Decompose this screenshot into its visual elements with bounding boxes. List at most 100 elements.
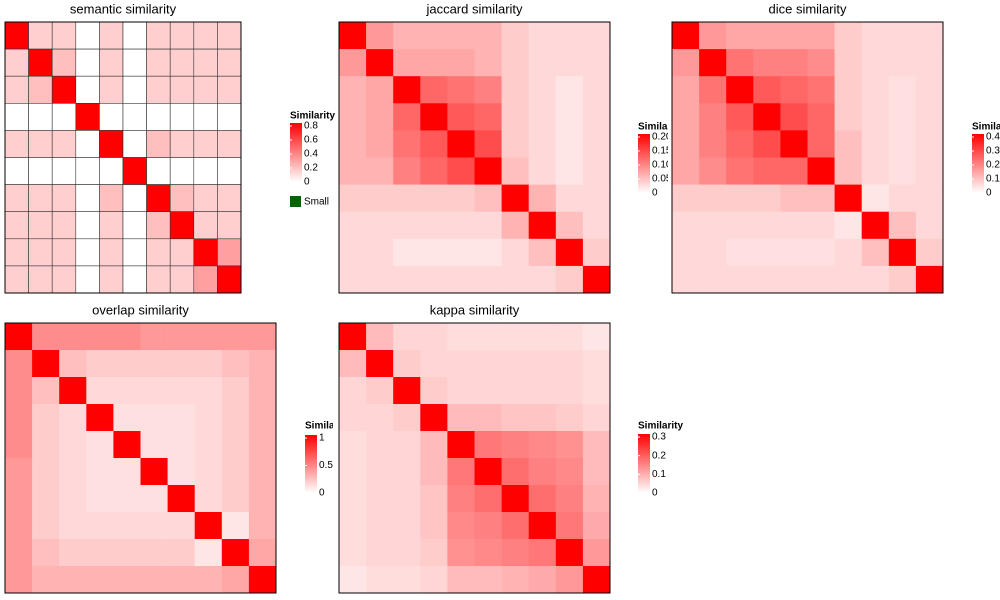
heat-cell xyxy=(393,431,421,459)
heat-cell xyxy=(217,21,242,50)
heat-cell xyxy=(555,238,584,267)
heat-cell xyxy=(86,431,114,459)
heat-cell xyxy=(122,21,147,50)
heat-cell xyxy=(861,103,890,131)
heat-cell xyxy=(888,49,917,77)
heat-cell xyxy=(861,49,890,77)
heat-cell xyxy=(474,103,502,131)
heat-cell xyxy=(501,485,529,513)
heat-cell xyxy=(420,377,448,405)
heat-cell xyxy=(447,404,475,432)
heat-cell xyxy=(113,485,141,513)
heat-cell xyxy=(555,265,584,294)
heat-cell xyxy=(194,404,223,432)
heat-cell xyxy=(366,458,394,486)
heat-cell xyxy=(339,238,367,267)
heat-cell xyxy=(834,211,862,240)
heat-cell xyxy=(194,377,223,405)
heat-cell xyxy=(140,377,168,405)
heat-cell xyxy=(28,75,53,104)
legend-tick-label: 0 xyxy=(304,177,310,188)
heat-cell xyxy=(582,485,611,513)
heat-cell xyxy=(393,238,421,267)
heat-cell xyxy=(393,265,421,294)
heat-cell xyxy=(501,211,529,240)
heat-cell xyxy=(474,377,502,405)
heat-cell xyxy=(4,48,29,77)
heat-cell xyxy=(122,265,147,294)
heat-cell xyxy=(699,184,727,212)
heat-cell xyxy=(99,265,124,294)
heat-cell xyxy=(780,76,808,104)
heat-cell xyxy=(339,404,367,432)
heat-cell xyxy=(474,238,502,267)
heat-cell xyxy=(501,157,529,185)
heat-cell xyxy=(672,103,700,131)
legend-title: Similarity xyxy=(638,122,683,133)
heat-cell xyxy=(420,238,448,267)
heat-cell xyxy=(86,458,114,486)
colorbar xyxy=(972,134,984,193)
heat-cell xyxy=(393,157,421,185)
heat-cell xyxy=(501,539,529,567)
heat-cell xyxy=(672,130,700,158)
heat-cell xyxy=(4,75,29,104)
heat-cell xyxy=(51,48,77,77)
heat-cell xyxy=(140,512,168,540)
heat-cell xyxy=(420,458,448,486)
heat-cell xyxy=(217,103,242,131)
legend-tick-label: 0.6 xyxy=(304,135,318,146)
heat-cell xyxy=(555,539,584,567)
heat-cell xyxy=(146,265,171,294)
heat-cell xyxy=(122,48,147,77)
legend-tick-label: 0.5 xyxy=(319,460,333,471)
heat-cell xyxy=(780,184,808,212)
heat-cell xyxy=(99,184,124,213)
legend-tick-label: 0.15 xyxy=(652,146,672,157)
heat-cell xyxy=(339,539,367,567)
heat-cell xyxy=(366,431,394,459)
heat-cell xyxy=(528,103,557,131)
heat-cell xyxy=(582,539,611,567)
heat-cell xyxy=(447,323,475,351)
heat-cell xyxy=(888,184,917,212)
heat-cell xyxy=(221,377,250,405)
heat-cell xyxy=(194,350,223,378)
heat-cell xyxy=(582,22,611,50)
heat-cell xyxy=(528,49,557,77)
heat-cell xyxy=(447,512,475,540)
heat-cell xyxy=(140,431,168,459)
heat-cell xyxy=(339,211,367,240)
heat-cell xyxy=(888,265,917,294)
heat-cell xyxy=(420,103,448,131)
heat-cell xyxy=(339,431,367,459)
heat-cell xyxy=(366,566,394,594)
heat-cell xyxy=(753,157,781,185)
heat-cell xyxy=(99,21,124,50)
panel: kappa similarity Similarity 0 0.1 0.2 0.3 xyxy=(338,302,683,594)
heat-cell xyxy=(5,377,33,405)
legend-tick-label: 0.1 xyxy=(652,469,666,480)
heat-cell xyxy=(86,350,114,378)
heat-cell xyxy=(217,75,242,104)
heat-cell xyxy=(699,49,727,77)
heat-cell xyxy=(420,512,448,540)
heat-cell xyxy=(32,377,60,405)
heat-cell xyxy=(122,238,147,267)
heat-cell xyxy=(217,238,242,267)
heat-cell xyxy=(888,238,917,267)
heat-cell xyxy=(474,485,502,513)
heat-cell xyxy=(146,103,171,131)
heat-cell xyxy=(780,49,808,77)
heat-cell xyxy=(699,211,727,240)
heat-cell xyxy=(59,431,87,459)
heat-cell xyxy=(447,431,475,459)
heat-cell xyxy=(753,238,781,267)
heat-cell xyxy=(146,238,171,267)
heat-cell xyxy=(4,21,29,50)
heat-cell xyxy=(366,157,394,185)
heat-cell xyxy=(4,103,29,131)
legend: Similarity 0 0.1 0.2 0.3 xyxy=(638,421,683,499)
panel-title: overlap similarity xyxy=(92,302,189,317)
heat-cell xyxy=(555,184,584,212)
